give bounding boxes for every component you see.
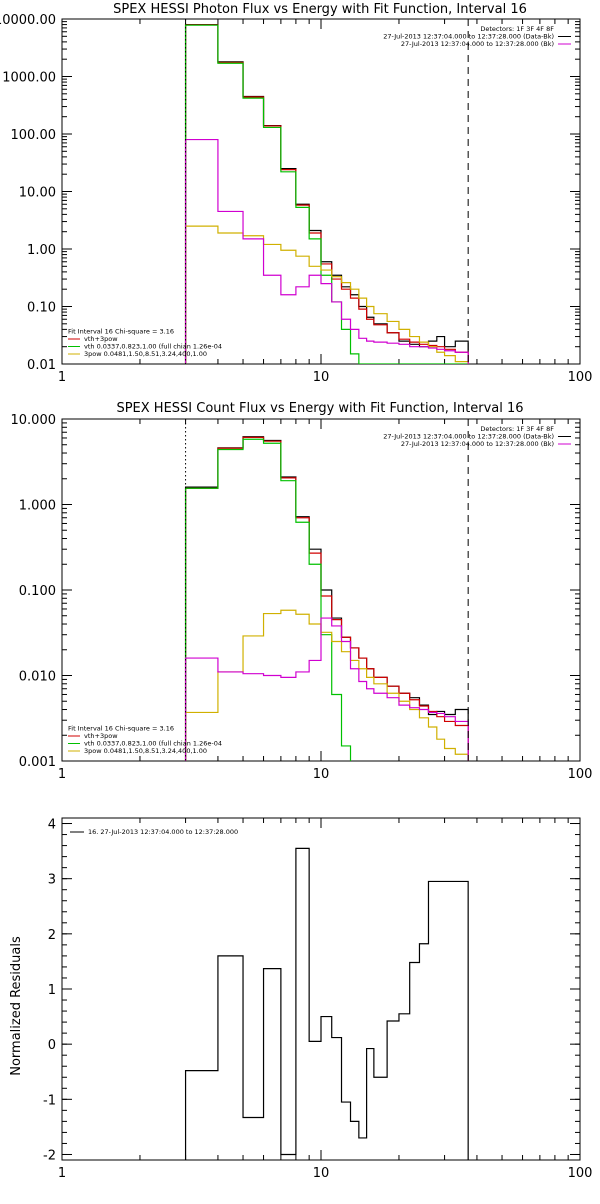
residuals-y-tick-label: -1 <box>43 1093 56 1108</box>
count-flux-fit-legend-entry: 3pow 0.0481,1.50,8.51,3.24,400,1.00 <box>84 747 207 755</box>
photon-flux-vth-series <box>184 24 469 364</box>
photon-flux-fit-legend-entry: Fit Interval 16 Chi-square = 3.16 <box>68 328 174 336</box>
photon-flux-panel: SPEX HESSI Photon Flux vs Energy with Fi… <box>0 2 593 385</box>
count-flux-x-tick-label: 100 <box>568 767 593 782</box>
residuals-residuals-series <box>184 847 469 1160</box>
photon-flux-fit-legend-entry: vth 0.0337,0.823,1.00 (full chian 1.26e-… <box>84 343 222 351</box>
count-flux-vth-plus-3pow-series <box>184 436 469 761</box>
photon-flux-y-tick-label: 1000.00 <box>2 71 56 86</box>
count-flux-y-tick-label: 0.100 <box>19 584 56 599</box>
photon-flux-3pow-series <box>184 225 469 364</box>
count-flux-y-tick-label: 10.000 <box>11 413 57 428</box>
photon-flux-x-tick-label: 100 <box>568 370 593 385</box>
count-flux-y-tick-label: 1.000 <box>19 499 56 514</box>
residuals-y-tick-label: 4 <box>48 818 56 833</box>
residuals-plot-area <box>184 847 469 1160</box>
photon-flux-fit-legend-entry: vth+3pow <box>84 335 118 343</box>
photon-flux-y-tick-label: 0.10 <box>27 301 56 316</box>
count-flux-legend-entry: 27-Jul-2013 12:37:04.000 to 12:37:28.000… <box>383 433 554 441</box>
residuals-y-tick-label: -2 <box>43 1148 56 1163</box>
count-flux-fit-legend-entry: vth+3pow <box>84 732 118 740</box>
count-flux-y-tick-label: 0.010 <box>19 670 56 685</box>
photon-flux-y-tick-label: 0.01 <box>27 358 56 373</box>
count-flux-panel: SPEX HESSI Count Flux vs Energy with Fit… <box>11 401 593 782</box>
photon-flux-bk-series <box>184 138 469 364</box>
count-flux-x-tick-label: 10 <box>313 767 330 782</box>
photon-flux-vth-plus-3pow-series <box>184 24 469 364</box>
count-flux-fit-legend-entry: Fit Interval 16 Chi-square = 3.16 <box>68 725 174 733</box>
residuals-x-tick-label: 100 <box>568 1166 593 1181</box>
residuals-y-tick-label: 2 <box>48 928 56 943</box>
photon-flux-axes-frame <box>61 18 581 365</box>
photon-flux-y-tick-label: 1.00 <box>27 243 56 258</box>
count-flux-title: SPEX HESSI Count Flux vs Energy with Fit… <box>116 401 523 416</box>
photon-flux-y-tick-label: 10000.00 <box>0 13 56 28</box>
count-flux-x-tick-label: 1 <box>58 767 66 782</box>
photon-flux-data-minus-bk-series <box>184 23 469 364</box>
residuals-y-axis-label: Normalized Residuals <box>9 936 24 1076</box>
count-flux-fit-legend-entry: vth 0.0337,0.823,1.00 (full chian 1.26e-… <box>84 740 222 748</box>
count-flux-y-tick-label: 0.001 <box>19 755 56 770</box>
photon-flux-x-tick-label: 1 <box>58 370 66 385</box>
count-flux-plot-area <box>184 436 469 761</box>
photon-flux-fit-legend-entry: 3pow 0.0481,1.50,8.51,3.24,400,1.00 <box>84 350 207 358</box>
photon-flux-plot-area <box>184 23 469 364</box>
photon-flux-y-tick-label: 100.00 <box>11 128 57 143</box>
count-flux-vth-series <box>184 438 352 761</box>
residuals-x-tick-label: 10 <box>313 1166 330 1181</box>
residuals-panel: Normalized Residuals 1 10 100 -2 -1 0 1 2 3 4 16. … <box>9 817 593 1181</box>
photon-flux-y-tick-label: 10.00 <box>19 186 56 201</box>
count-flux-3pow-series <box>184 609 469 761</box>
residuals-y-tick-label: 1 <box>48 983 56 998</box>
residuals-legend-entry: 16. 27-Jul-2013 12:37:04.000 to 12:37:28… <box>88 828 238 836</box>
count-flux-bk-series <box>184 617 469 761</box>
photon-flux-title: SPEX HESSI Photon Flux vs Energy with Fi… <box>113 2 527 17</box>
residuals-x-tick-label: 1 <box>58 1166 66 1181</box>
residuals-y-tick-label: 0 <box>48 1038 56 1053</box>
count-flux-legend-entry: 27-Jul-2013 12:37:04.000 to 12:37:28.000… <box>401 440 554 448</box>
count-flux-data-minus-bk-series <box>184 436 469 761</box>
residuals-y-tick-label: 3 <box>48 873 56 888</box>
photon-flux-x-tick-label: 10 <box>313 370 330 385</box>
photon-flux-legend-entry: 27-Jul-2013 12:37:04.000 to 12:37:28.000… <box>383 33 554 41</box>
count-flux-legend-entry: Detectors: 1F 3F 4F 8F <box>480 425 554 433</box>
photon-flux-legend-entry: 27-Jul-2013 12:37:04.000 to 12:37:28.000… <box>401 40 554 48</box>
residuals-axes-frame <box>61 817 581 1161</box>
photon-flux-legend-entry: Detectors: 1F 3F 4F 8F <box>480 25 554 33</box>
